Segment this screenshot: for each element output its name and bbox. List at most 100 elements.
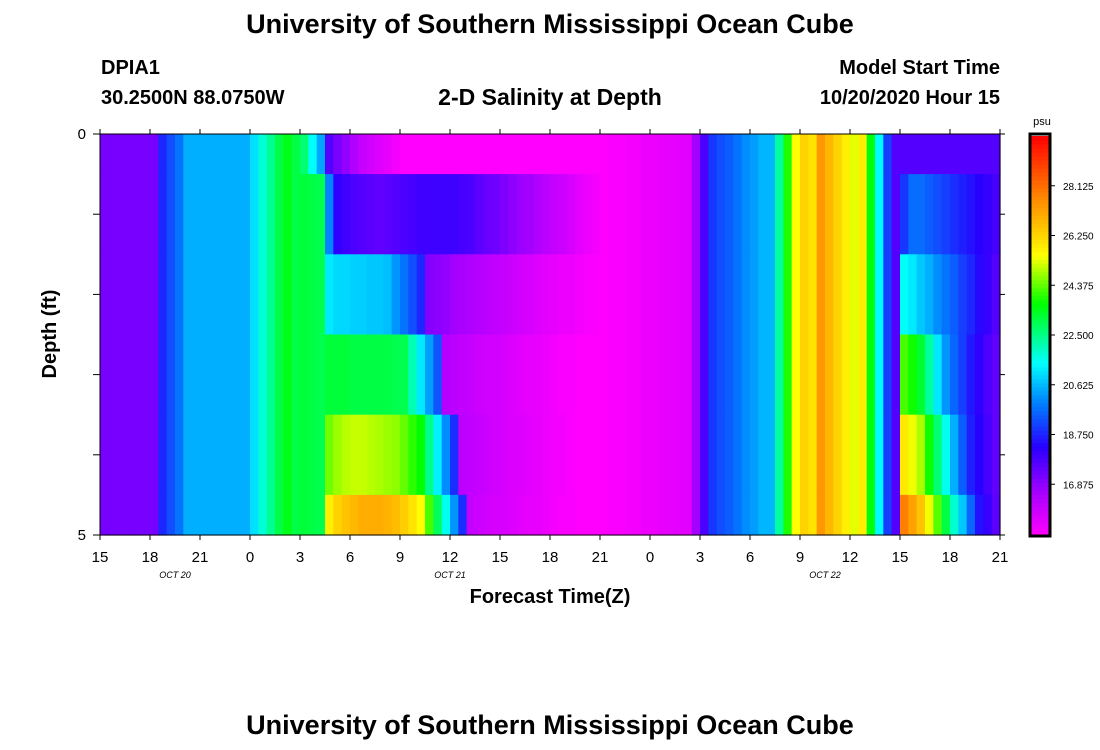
heatmap-cell — [841, 134, 851, 175]
heatmap-cell — [900, 174, 909, 255]
heatmap-cell — [916, 174, 926, 255]
heatmap-cell — [500, 134, 509, 175]
colorbar-segment — [1031, 506, 1049, 511]
heatmap-cell — [650, 414, 659, 496]
heatmap-cell — [991, 494, 1001, 536]
heatmap-cell — [933, 134, 943, 175]
heatmap-cell — [475, 414, 484, 496]
heatmap-cell — [158, 334, 168, 416]
heatmap-cell — [108, 254, 118, 336]
heatmap-cell — [450, 254, 459, 336]
heatmap-cell — [525, 414, 534, 496]
heatmap-cell — [175, 254, 184, 336]
heatmap-cell — [258, 174, 268, 255]
heatmap-cell — [250, 174, 259, 255]
heatmap-cell — [600, 254, 609, 336]
heatmap-cell — [558, 334, 568, 416]
heatmap-cell — [141, 414, 151, 496]
heatmap-cell — [241, 494, 251, 536]
colorbar-segment — [1031, 362, 1049, 368]
heatmap-cell — [575, 254, 584, 336]
heatmap-cell — [341, 334, 351, 416]
heatmap-cell — [825, 494, 834, 536]
heatmap-cell — [383, 334, 393, 416]
heatmap-cell — [733, 414, 743, 496]
colorbar-segment — [1031, 382, 1049, 388]
heatmap-cell — [216, 334, 226, 416]
colorbar-unit: psu — [1033, 116, 1051, 128]
colorbar-segment — [1031, 398, 1049, 404]
heatmap-cell — [341, 254, 351, 336]
heatmap-cell — [575, 334, 584, 416]
heatmap-cell — [516, 174, 526, 255]
heatmap-cell — [208, 174, 218, 255]
heatmap-cell — [616, 254, 626, 336]
heatmap-cell — [883, 254, 893, 336]
heatmap-cell — [700, 414, 709, 496]
heatmap-cell — [775, 174, 784, 255]
heatmap-cell — [433, 334, 443, 416]
heatmap-cell — [825, 134, 834, 175]
heatmap-cell — [225, 334, 234, 416]
heatmap-cell — [766, 254, 776, 336]
heatmap-cell — [483, 414, 493, 496]
heatmap-cell — [658, 134, 668, 175]
heatmap-cell — [958, 334, 968, 416]
heatmap-cell — [341, 134, 351, 175]
heatmap-cells — [100, 134, 1001, 536]
heatmap-cell — [375, 174, 384, 255]
heatmap-cell — [158, 134, 168, 175]
colorbar-segment — [1031, 518, 1049, 523]
heatmap-cell — [275, 414, 284, 496]
heatmap-cell — [675, 254, 684, 336]
heatmap-cell — [133, 134, 143, 175]
colorbar-tick-label: 20.625 — [1063, 381, 1094, 392]
colorbar-segment — [1031, 386, 1049, 392]
heatmap-cell — [833, 134, 843, 175]
y-axis: 05 — [78, 126, 1005, 544]
heatmap-cell — [783, 134, 793, 175]
heatmap-cell — [366, 174, 376, 255]
heatmap-cell — [541, 174, 551, 255]
heatmap-cell — [766, 414, 776, 496]
heatmap-cell — [216, 414, 226, 496]
colorbar-segment — [1031, 267, 1049, 272]
heatmap-cell — [983, 494, 993, 536]
heatmap-cell — [991, 174, 1001, 255]
heatmap-cell — [783, 414, 793, 496]
heatmap-cell — [133, 174, 143, 255]
heatmap-cell — [475, 254, 484, 336]
heatmap-cell — [333, 134, 343, 175]
heatmap-cell — [666, 174, 676, 255]
heatmap-cell — [741, 134, 751, 175]
colorbar-gradient — [1031, 136, 1049, 535]
heatmap-cell — [308, 334, 318, 416]
heatmap-cell — [916, 414, 926, 496]
heatmap-cell — [400, 414, 409, 496]
heatmap-cell — [816, 134, 826, 175]
heatmap-cell — [275, 174, 284, 255]
heatmap-cell — [275, 134, 284, 175]
heatmap-cell — [475, 334, 484, 416]
heatmap-cell — [633, 174, 643, 255]
heatmap-cell — [441, 414, 451, 496]
heatmap-cell — [466, 414, 476, 496]
heatmap-cell — [741, 174, 751, 255]
heatmap-cell — [233, 414, 243, 496]
heatmap-cell — [950, 494, 959, 536]
heatmap-cell — [783, 494, 793, 536]
colorbar-segment — [1031, 175, 1049, 181]
heatmap-cell — [166, 494, 176, 536]
heatmap-cell — [750, 174, 759, 255]
heatmap-cell — [275, 334, 284, 416]
heatmap-cell — [441, 254, 451, 336]
colorbar-segment — [1031, 470, 1049, 475]
heatmap-cell — [500, 414, 509, 496]
heatmap-cell — [141, 254, 151, 336]
colorbar-tick-label: 26.250 — [1063, 232, 1094, 243]
heatmap-cell — [916, 134, 926, 175]
heatmap-cell — [600, 134, 609, 175]
heatmap-cell — [708, 254, 718, 336]
colorbar-segment — [1031, 530, 1049, 535]
colorbar-segment — [1031, 402, 1049, 408]
